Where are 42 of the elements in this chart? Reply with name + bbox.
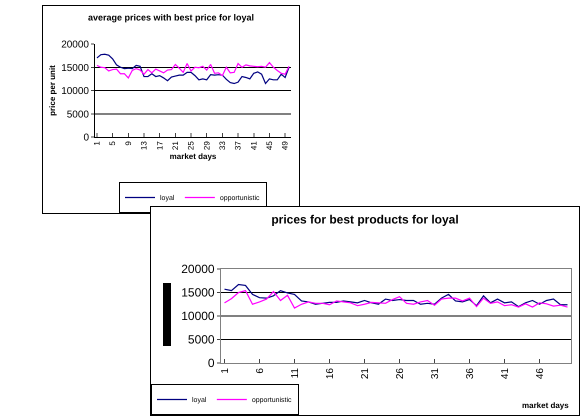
x-axis-title: market days — [522, 401, 570, 410]
x-tick-label: 11 — [290, 368, 301, 378]
x-tick-label: 37 — [234, 140, 243, 150]
x-tick-label: 45 — [265, 140, 274, 150]
x-tick-label: 33 — [218, 140, 227, 150]
x-tick-label: 6 — [254, 368, 266, 374]
x-tick-label: 21 — [360, 368, 371, 380]
line-series — [96, 62, 290, 79]
x-tick-label: 16 — [324, 368, 336, 380]
y-tick-label: 15000 — [61, 62, 90, 74]
y-tick-label: 5000 — [66, 109, 90, 120]
y-tick-label: 5000 — [188, 332, 215, 347]
x-tick-label: 9 — [124, 140, 133, 146]
y-tick-label: 0 — [208, 356, 215, 370]
x-tick-label: 21 — [170, 140, 180, 150]
y-tick-label: 15000 — [181, 286, 215, 300]
y-axis-title: price per unit — [48, 64, 57, 116]
x-tick-label: 49 — [280, 140, 290, 150]
line-series — [96, 54, 290, 84]
line-series — [224, 284, 568, 308]
x-tick-label: 36 — [464, 368, 476, 380]
x-tick-label: 41 — [500, 368, 511, 380]
x-tick-label: 13 — [140, 140, 149, 150]
x-tick-label: 5 — [108, 140, 118, 146]
x-tick-label: 17 — [155, 140, 164, 150]
y-tick-label: 0 — [83, 132, 90, 144]
x-axis-title: market days — [170, 152, 217, 162]
x-tick-label: 29 — [202, 140, 212, 150]
line-series — [224, 290, 568, 309]
x-tick-label: 46 — [534, 368, 546, 380]
x-tick-label: 1 — [220, 368, 231, 374]
chart-title: average prices with best price for loyal — [88, 12, 254, 22]
x-tick-label: 31 — [430, 368, 441, 380]
x-tick-label: 26 — [394, 368, 406, 380]
chart-title: prices for best products for loyal — [271, 212, 459, 226]
y-tick-label: 20000 — [181, 262, 215, 276]
x-tick-label: 25 — [186, 140, 196, 150]
y-tick-label: 10000 — [61, 86, 90, 97]
x-tick-label: 1 — [92, 140, 102, 146]
y-tick-label: 20000 — [61, 40, 90, 50]
x-tick-label: 41 — [249, 140, 258, 150]
y-tick-label: 10000 — [181, 309, 215, 324]
